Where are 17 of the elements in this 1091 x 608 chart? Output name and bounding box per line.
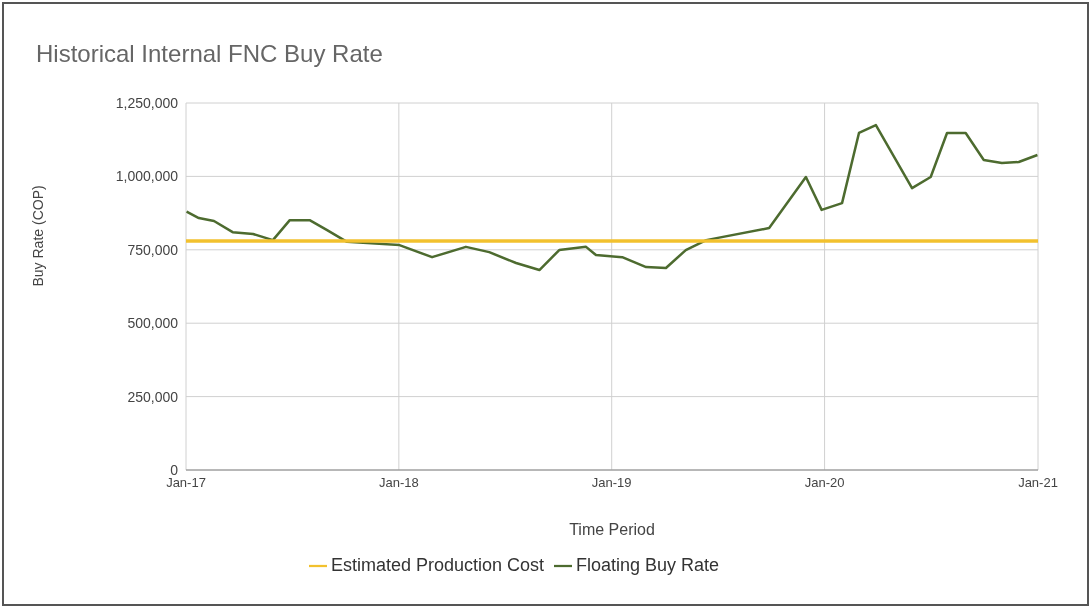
- legend-label: Floating Buy Rate: [576, 555, 720, 575]
- x-tick-label: Jan-21: [1018, 475, 1058, 491]
- y-tick-label: 500,000: [127, 315, 179, 332]
- line-series: [186, 123, 1038, 272]
- y-tick-label: 0: [170, 461, 179, 478]
- x-tick-label: Jan-18: [378, 475, 419, 491]
- y-axis-title: Buy Rate (COP): [29, 185, 46, 287]
- x-tick-label: Jan-17: [166, 475, 206, 491]
- x-tick-label: Jan-20: [804, 475, 845, 491]
- y-tick-label: 1,250,000: [115, 94, 179, 111]
- legend-label: Estimated Production Cost: [330, 555, 545, 575]
- y-tick-label: 1,000,000: [115, 168, 179, 185]
- x-axis-title: Time Period: [569, 521, 655, 538]
- y-tick-label: 250,000: [127, 388, 179, 405]
- chart-title: Historical Internal FNC Buy Rate: [36, 40, 383, 68]
- y-tick-label: 750,000: [127, 241, 179, 258]
- x-tick-label: Jan-19: [591, 475, 632, 491]
